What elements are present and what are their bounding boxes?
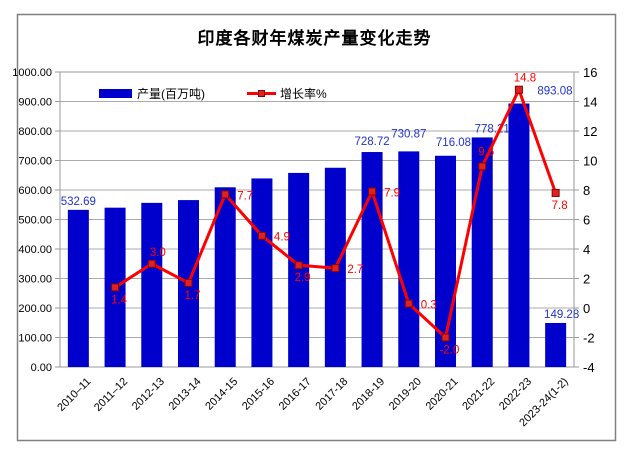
x-axis-category-label: 2018-19 [350,376,387,413]
line-point-marker [441,333,450,342]
x-axis-category-label: 2010–11 [55,376,93,414]
x-axis-category-label: 2014-15 [203,376,240,413]
x-axis-category-label: 2013-14 [167,376,204,413]
bar-value-label: 149.28 [544,309,579,321]
right-axis-tick-label: 16 [583,65,597,80]
chart-legend: 产量(百万吨) 增长率% [99,85,327,101]
line-value-label: -2.0 [440,345,460,357]
right-axis-tick-label: 0 [583,301,590,316]
line-point-marker [514,85,523,94]
line-point-marker [368,187,377,196]
line-value-label: 7.9 [384,187,400,199]
left-axis-tick-label: 100.00 [18,333,52,345]
left-axis-tick-label: 700.00 [18,156,52,168]
chart-title: 印度各财年煤炭产量变化走势 [197,29,432,48]
left-axis-tick-label: 400.00 [18,244,52,256]
line-point-marker [294,261,303,270]
left-axis-tick-label: 1000.00 [12,67,52,79]
right-axis-tick-label: 6 [583,213,590,228]
left-axis-tick-label: 600.00 [18,185,52,197]
left-axis-tick-label: 800.00 [18,126,52,138]
line-value-label: 4.9 [274,232,290,244]
left-axis-tick-label: 200.00 [18,303,52,315]
line-point-marker [147,259,156,268]
bar [251,178,273,367]
right-axis-tick-label: 2 [583,272,590,287]
bar-value-label: 532.69 [61,196,96,208]
x-axis-category-label: 2019-20 [387,376,424,413]
x-axis-category-label: 2022-23 [497,376,534,413]
legend-line-label: 增长率% [280,86,327,101]
right-axis-tick-label: -4 [583,360,595,375]
line-point-marker [404,299,413,308]
bar [361,152,383,367]
chart-outer-border [16,13,617,442]
bar [508,103,530,368]
right-axis-tick-label: -2 [583,331,595,346]
x-axis-category-label: 2012-13 [130,376,167,413]
line-point-marker [221,190,230,199]
line-point-marker [478,162,487,171]
bar [398,151,420,367]
left-axis-tick-label: 0.00 [31,362,52,374]
bar-value-label: 730.87 [391,128,426,140]
line-value-label: 3.0 [150,247,166,259]
line-value-label: 2.7 [347,264,363,276]
left-axis-tick-label: 500.00 [18,215,52,227]
right-axis-tick-label: 4 [583,242,590,257]
bar [141,202,163,367]
line-point-marker [331,264,340,273]
left-axis-tick-label: 300.00 [18,274,52,286]
line-value-label: 14.8 [514,73,536,85]
legend-bar-label: 产量(百万吨) [137,86,205,101]
right-axis-tick-label: 14 [583,95,597,110]
legend-line-swatch-icon [247,89,276,97]
bar-value-label: 716.08 [436,137,471,149]
bar-value-label: 728.72 [354,136,389,148]
line-point-marker [257,231,266,240]
right-axis-tick-label: 10 [583,154,597,169]
line-value-label: 2.9 [295,272,311,284]
line-point-marker [184,278,193,287]
right-axis-tick-label: 12 [583,124,597,139]
x-axis-category-label: 2011–12 [92,376,130,414]
legend-line-marker-icon [258,89,265,97]
left-axis-tick-label: 900.00 [18,97,52,109]
bar [545,322,567,367]
x-axis-category-label: 2020-21 [424,376,461,413]
line-value-label: 0.3 [421,300,437,312]
x-axis-category-label: 2021-22 [460,376,497,413]
bar [214,187,236,367]
line-value-label: 1.7 [185,290,201,302]
line-value-label: 7.7 [237,190,253,202]
line-value-label: 1.4 [111,294,128,306]
x-axis-category-label: 2015-16 [240,376,277,413]
bar [67,209,89,367]
x-axis-category-label: 2016-17 [277,376,314,413]
bar-value-label: 893.08 [537,86,572,98]
right-axis-tick-label: 8 [583,183,590,198]
bar [288,172,310,367]
line-value-label: 7.8 [552,200,568,212]
line-point-marker [111,283,120,292]
legend-bar-swatch-icon [99,88,132,98]
bar-value-label: 778.21 [475,123,510,135]
line-point-marker [551,188,560,197]
x-axis-category-label: 2017-18 [313,376,350,413]
